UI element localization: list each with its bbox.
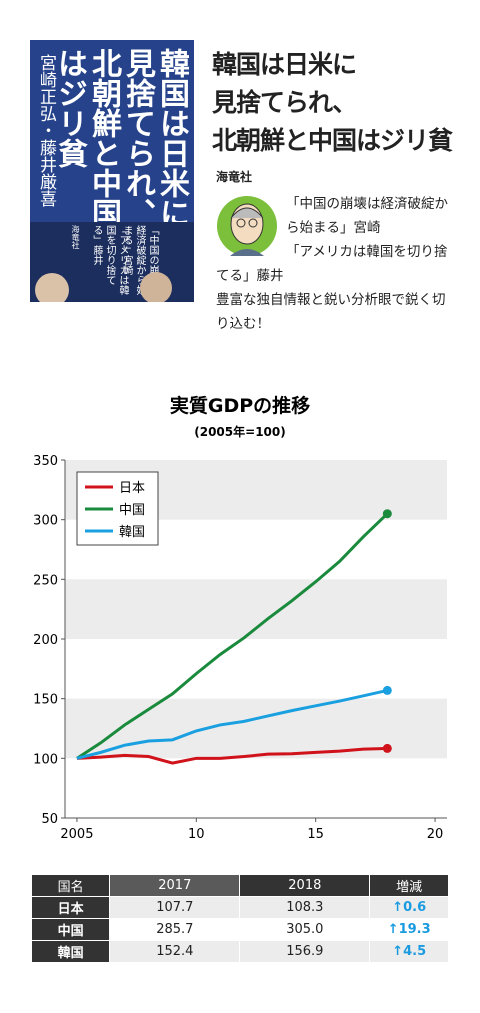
heading-line: 韓国は日米に (212, 50, 357, 79)
cover-authors: 宮崎正弘・藤井厳喜 (36, 54, 56, 207)
end-point (382, 685, 392, 695)
line-series (76, 512, 389, 760)
y-tick-label: 300 (33, 514, 58, 529)
table-cell: 156.9 (240, 941, 370, 962)
cover-quote: 「アメリカは韓国を切り捨てる」藤井 (91, 225, 128, 295)
table-cell: 中国 (32, 919, 110, 940)
y-tick-label: 200 (33, 633, 58, 648)
y-tick-label: 50 (41, 812, 58, 827)
y-tick-label: 350 (33, 454, 58, 469)
x-tick-label: 15 (307, 827, 324, 842)
chart-subtitle: (2005年=100) (194, 424, 285, 439)
table-cell: 152.4 (110, 941, 240, 962)
table-cell: 285.7 (110, 919, 240, 940)
table-cell: ↑4.5 (370, 941, 448, 962)
description-line: 豊富な独自情報と鋭い分析眼で鋭く切り込む！ (216, 292, 446, 332)
x-tick-label: 20 (427, 827, 444, 842)
heading: 韓国は日米に 見捨てられ、 北朝鮮と中国はジリ貧 (212, 46, 453, 160)
table-cell: ↑0.6 (370, 897, 448, 918)
table-cell: 2017 (110, 875, 240, 896)
y-tick-label: 100 (33, 752, 58, 767)
legend-box (76, 471, 159, 546)
heading-line: 北朝鮮と中国はジリ貧 (212, 126, 453, 155)
table-cell: 日本 (32, 897, 110, 918)
table-cell: 305.0 (240, 919, 370, 940)
table-cell: 107.7 (110, 897, 240, 918)
x-tick-label: 10 (188, 827, 205, 842)
data-table: 国名 2017 2018 増減日本 107.7 108.3 ↑0.6 中国 285.7 305.0… (31, 874, 449, 963)
table-cell: 国名 (32, 875, 110, 896)
legend-label: 韓国 (119, 525, 145, 540)
legend-label: 日本 (119, 481, 145, 496)
cover-quote: 「中国の崩壊は経済破綻から始まる」宮崎 (121, 225, 158, 295)
description-line: 「アメリカは韓国を切り捨てる」藤井 (216, 244, 448, 284)
table-cell: 108.3 (240, 897, 370, 918)
cover-title: 韓国は日米に見捨てられ、北朝鮮と中国はジリ貧 (52, 48, 189, 228)
chart: 実質GDPの推移 (2005年=100) 50 100 150 200 250 300 35… (33, 394, 447, 842)
description-line: 「中国の崩壊は経済破綻から始まる」宮崎 (286, 196, 448, 236)
author-photos (35, 272, 172, 302)
illustration (217, 196, 277, 256)
cover-publisher: 海竜社 (71, 225, 80, 249)
table-cell: 韓国 (32, 941, 110, 962)
publisher: 海竜社 (216, 170, 253, 184)
legend-label: 中国 (119, 503, 145, 518)
y-tick-label: 150 (33, 693, 58, 708)
heading-line: 見捨てられ、 (212, 88, 357, 117)
y-tick-label: 250 (33, 573, 58, 588)
table-cell: 2018 (240, 875, 370, 896)
x-tick-label: 2005 (60, 827, 93, 842)
end-point (382, 509, 392, 519)
table-cell: 増減 (370, 875, 448, 896)
line-series (76, 746, 388, 765)
table-cell: ↑19.3 (370, 919, 448, 940)
chart-title: 実質GDPの推移 (170, 394, 310, 417)
end-point (382, 743, 392, 753)
description: 「中国の崩壊は経済破綻から始まる」宮崎 「アメリカは韓国を切り捨てる」藤井 豊富… (216, 192, 456, 336)
book-cover: 韓国は日米に見捨てられ、北朝鮮と中国はジリ貧 宮崎正弘・藤井厳喜 「中国の崩壊は… (30, 40, 194, 302)
line-series (76, 688, 388, 760)
